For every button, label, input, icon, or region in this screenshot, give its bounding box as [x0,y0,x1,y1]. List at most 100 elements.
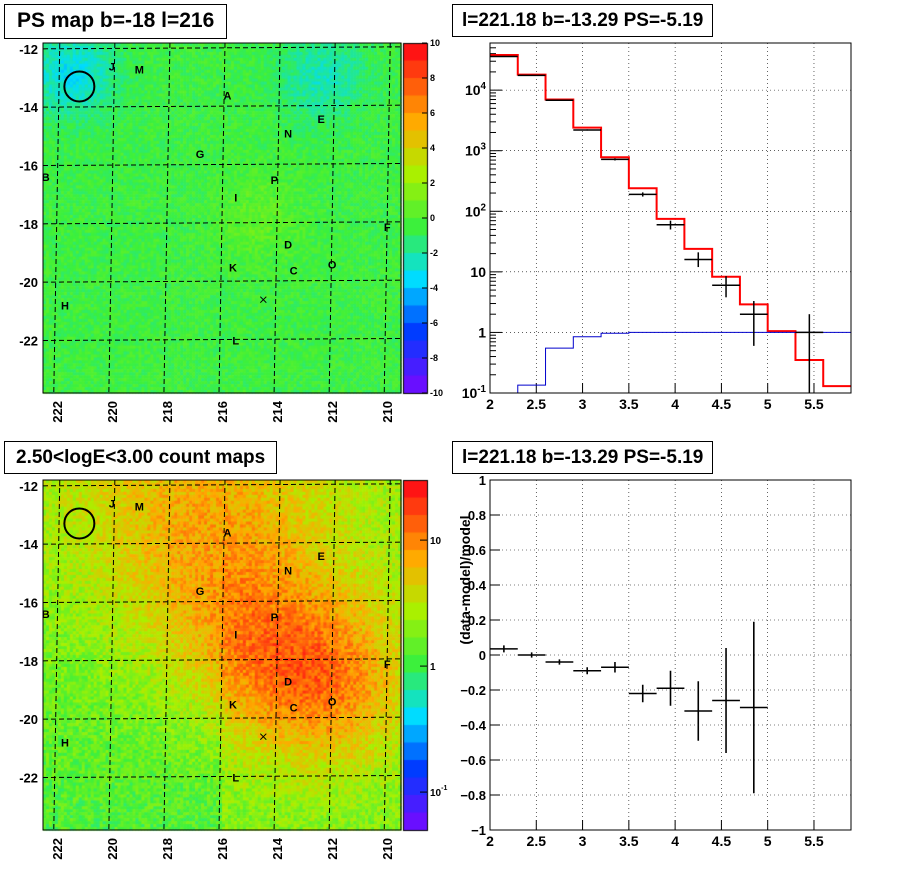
residuals-y-tick-label: −0.6 [460,753,486,768]
count-map-grid-lat [42,483,402,487]
count-map-x-tick-label: 218 [160,838,175,860]
spectrum-y-tick-label: 1 [478,324,486,340]
residuals-y-tick-label: 0.4 [468,578,487,593]
ps-map-frame [42,42,402,394]
count-colorbar-tick-label: 1 [430,662,436,673]
count-map-grid-lat [42,600,402,603]
ps-map-grid-lat [42,338,402,341]
ps-map-source-label: G [196,149,205,161]
residuals-y-tick-label: −0.4 [460,718,486,733]
ps-map-source-label: F [384,222,391,234]
spectrum-y-tick-label: 103 [465,142,487,159]
residuals-x-tick-label: 2 [486,833,494,849]
spectrum-x-tick-label: 4 [671,396,679,412]
count-map-source-label: C [290,703,298,715]
spectrum-model-line [490,54,851,388]
ps-map-x-tick-label: 220 [105,401,120,423]
ps-map-source-label: O [328,260,337,272]
residuals-x-tick-label: 4 [671,833,679,849]
residuals-x-tick-label: 3 [579,833,587,849]
count-map-source-label: I [234,630,237,642]
spectrum-x-tick-label: 3 [579,396,587,412]
ps-map-grid-lat [42,46,402,50]
residuals-y-tick-label: −0.2 [460,683,486,698]
count-map-source-label: M [135,501,144,513]
count-map-x-tick-label: 216 [215,838,230,860]
ps-colorbar-tick-label: -2 [430,248,438,258]
ps-map-x-tick-label: 218 [160,401,175,423]
count-colorbar-tick-label: 10 [430,536,442,547]
residuals-y-tick-label: 0 [479,648,486,663]
spectrum-y-tick-label: 10 [470,264,486,280]
ps-colorbar-tick-label: -8 [430,353,438,363]
ps-colorbar-tick-label: 10 [430,38,440,48]
ps-map-y-tick-label: -18 [19,217,38,232]
ps-map-source-label: L [232,336,239,348]
residuals-frame [489,479,852,831]
ps-map-grid-lon [108,42,116,394]
ps-map-x-tick-label: 210 [380,401,395,423]
ps-map-y-tick-label: -12 [19,42,38,57]
ps-map-source-label: B [42,172,50,184]
count-map-source-label: A [224,528,232,540]
ps-map-grid-lon [328,42,336,394]
count-map-grid-lon [218,479,226,831]
spectrum-background-line [490,331,851,394]
residuals-y-tick-label: 0.6 [468,543,486,558]
ps-map-grid-lat [42,221,402,225]
count-map-source-label: K [229,700,237,712]
ps-map-grid-lat [42,104,402,108]
count-map-grid-lon [273,479,281,831]
ps-map-x-tick-label: 222 [50,401,65,423]
ps-map-title: PS map b=-18 l=216 [4,4,228,39]
ps-map-source-label: K [229,263,237,275]
count-map-y-tick-label: -16 [19,596,38,611]
spectrum-y-tick-label: 102 [465,202,487,219]
residuals-x-tick-label: 3.5 [619,833,639,849]
count-map-marked-source-circle [63,507,96,540]
spectrum-y-tick-label: 104 [465,81,487,98]
ps-map-source-label: C [290,266,298,278]
count-map-x-tick-label: 222 [50,838,65,860]
residuals-y-tick-label: 0.8 [468,508,486,523]
ps-map-x-tick-label: 212 [325,401,340,423]
ps-map-y-tick-label: -14 [19,100,39,115]
count-map-cross-marker [259,733,267,741]
residuals-x-tick-label: 4.5 [712,833,732,849]
count-map-source-label: O [328,697,337,709]
ps-map-y-tick-label: -16 [19,159,38,174]
residuals-x-tick-label: 5 [764,833,772,849]
residuals-y-tick-label: 0.2 [468,613,486,628]
spectrum-title: l=221.18 b=-13.29 PS=-5.19 [452,4,714,37]
ps-colorbar-tick-label: 0 [430,213,435,223]
count-map-grid-lon [53,479,61,831]
count-map-grid-lon [383,479,391,831]
count-map-source-label: G [196,586,205,598]
count-map-grid-lon [108,479,116,831]
ps-colorbar-tick-label: 2 [430,178,435,188]
ps-map-grid-lon [53,42,61,394]
ps-map-source-label: J [109,61,115,73]
count-map-y-tick-label: -20 [19,712,38,727]
ps-map-y-tick-label: -22 [19,334,38,349]
count-map-source-label: N [284,565,292,577]
ps-map-grid-lon [273,42,281,394]
residuals-y-tick-label: −1 [471,823,486,838]
ps-map-source-label: A [224,91,232,103]
spectrum-x-tick-label: 5 [764,396,772,412]
spectrum-x-tick-label: 4.5 [712,396,732,412]
spectrum-y-tick-label: 10-1 [462,384,487,401]
count-map-x-tick-label: 214 [270,837,285,859]
count-map-grid-lon [163,479,171,831]
ps-map-grid-lon [383,42,391,394]
ps-map-marked-source-circle [63,70,96,103]
count-map-grid-lat [42,716,402,720]
ps-map-x-tick-label: 214 [270,400,285,422]
spectrum-frame [489,42,852,394]
count-map-grid-lat [42,775,402,778]
residuals-y-tick-label: 1 [479,473,486,488]
residuals-x-tick-label: 5.5 [804,833,824,849]
residuals-x-tick-label: 2.5 [527,833,547,849]
ps-colorbar-tick-label: 8 [430,73,435,83]
